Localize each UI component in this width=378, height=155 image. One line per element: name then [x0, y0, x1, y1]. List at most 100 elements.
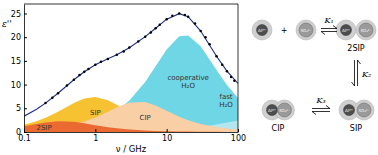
data-point	[233, 80, 236, 83]
data-point	[144, 35, 147, 38]
equilibrium-constant: K₃	[315, 96, 325, 105]
y-tick-label: 15	[11, 57, 21, 66]
data-point	[122, 50, 125, 53]
equilibrium-diagram: Al³⁺SO₄²⁻Al³⁺SO₄²⁻Al³⁺SO₄²⁻Al³⁺SO₄²⁻+K₁K…	[252, 16, 376, 133]
data-points	[44, 12, 235, 104]
y-tick: 0	[16, 128, 27, 137]
data-point	[137, 40, 140, 43]
hydration-shell	[354, 100, 374, 120]
label-line: H₂O	[181, 82, 195, 90]
cation	[341, 25, 352, 36]
anion	[359, 23, 373, 37]
data-point	[128, 46, 131, 49]
anion-label: SO₄²⁻	[361, 28, 372, 33]
y-tick-label: 20	[11, 33, 21, 42]
y-tick-label: 25	[11, 10, 21, 19]
species-label: CIP	[272, 124, 285, 133]
label-line: 2SIP	[36, 124, 51, 132]
component-label: 2SIP	[36, 124, 51, 132]
y-tick: 5	[16, 104, 27, 113]
cation	[344, 105, 355, 116]
component-label: CIP	[140, 114, 151, 122]
y-tick-mark	[24, 108, 27, 109]
anion	[278, 103, 292, 117]
hydration-shell	[336, 20, 356, 40]
hydration-shell	[275, 100, 295, 120]
label-line: SIP	[90, 109, 101, 117]
y-tick: 20	[11, 33, 27, 42]
y-axis-title: ε''	[2, 19, 12, 29]
data-point	[171, 15, 174, 18]
data-point	[184, 14, 187, 17]
anion-label: SO₄²⁻	[279, 108, 290, 113]
x-tick-mark	[238, 129, 239, 132]
species-label: SIP	[350, 124, 362, 133]
x-tick-label: 10	[162, 134, 172, 143]
x-axis: 0.1110100	[18, 129, 246, 143]
data-point	[187, 16, 190, 19]
solvation-shells	[252, 20, 376, 120]
data-point	[150, 31, 153, 34]
data-point	[78, 74, 81, 77]
hydration-shell	[296, 20, 316, 40]
y-tick-mark	[24, 61, 27, 62]
component-labels: cooperativeH₂OfastH₂OSIPCIP2SIP	[36, 74, 233, 132]
data-point	[87, 68, 90, 71]
fit-line	[24, 14, 238, 117]
x-tick: 1	[93, 129, 98, 143]
y-tick: 10	[11, 81, 27, 90]
y-tick-mark	[24, 37, 27, 38]
equilibrium-constant: K₂	[361, 70, 371, 79]
component-area	[24, 97, 238, 132]
label-line: CIP	[140, 114, 151, 122]
component-area	[24, 102, 238, 132]
data-point	[100, 61, 103, 64]
figure: 0.11101000510152025ε''ν / GHzcooperative…	[0, 0, 378, 155]
x-tick: 10	[162, 129, 172, 143]
x-axis-title: ν / GHz	[116, 144, 147, 154]
equilibrium-arrow	[321, 26, 337, 35]
data-point	[159, 24, 162, 27]
label-line: H₂O	[219, 101, 233, 109]
anion	[357, 103, 371, 117]
y-tick-label: 5	[16, 104, 21, 113]
species-label: 2SIP	[347, 44, 365, 53]
x-tick-label: 1	[93, 134, 98, 143]
data-point	[208, 43, 211, 46]
y-tick-mark	[24, 13, 27, 14]
anion	[299, 23, 313, 37]
data-point	[66, 84, 69, 87]
y-tick-label: 0	[16, 128, 21, 137]
plot-frame	[24, 4, 238, 132]
data-point	[178, 12, 181, 15]
data-point	[194, 22, 197, 25]
anion-label: SO₄²⁻	[359, 108, 370, 113]
cation-label: Al³⁺	[345, 108, 353, 113]
x-tick: 100	[231, 129, 246, 143]
data-point	[221, 63, 224, 66]
equilibrium-constant: K₁	[323, 16, 333, 25]
component-area	[24, 35, 238, 132]
data-point	[215, 55, 218, 58]
label-line: cooperative	[167, 74, 208, 82]
y-tick-mark	[24, 132, 27, 133]
y-axis: 0 5 10 15 20 25	[11, 5, 27, 138]
cation-label: Al³⁺	[268, 108, 276, 113]
x-tick-label: 100	[231, 134, 246, 143]
x-axis-line	[25, 132, 239, 133]
data-point	[73, 79, 76, 82]
ions: Al³⁺SO₄²⁻Al³⁺SO₄²⁻Al³⁺SO₄²⁻Al³⁺SO₄²⁻	[257, 23, 374, 117]
data-point	[83, 71, 86, 74]
data-point	[51, 97, 54, 100]
label-line: fast	[219, 93, 232, 101]
data-point	[226, 70, 229, 73]
data-point	[116, 53, 119, 56]
hydration-shell	[356, 20, 376, 40]
data-point	[230, 76, 233, 79]
data-point	[154, 27, 157, 30]
plot-area	[24, 12, 238, 132]
component-label: cooperativeH₂O	[167, 74, 208, 90]
cation-label: Al³⁺	[342, 28, 350, 33]
data-point	[204, 36, 207, 39]
x-tick-mark	[167, 129, 168, 132]
